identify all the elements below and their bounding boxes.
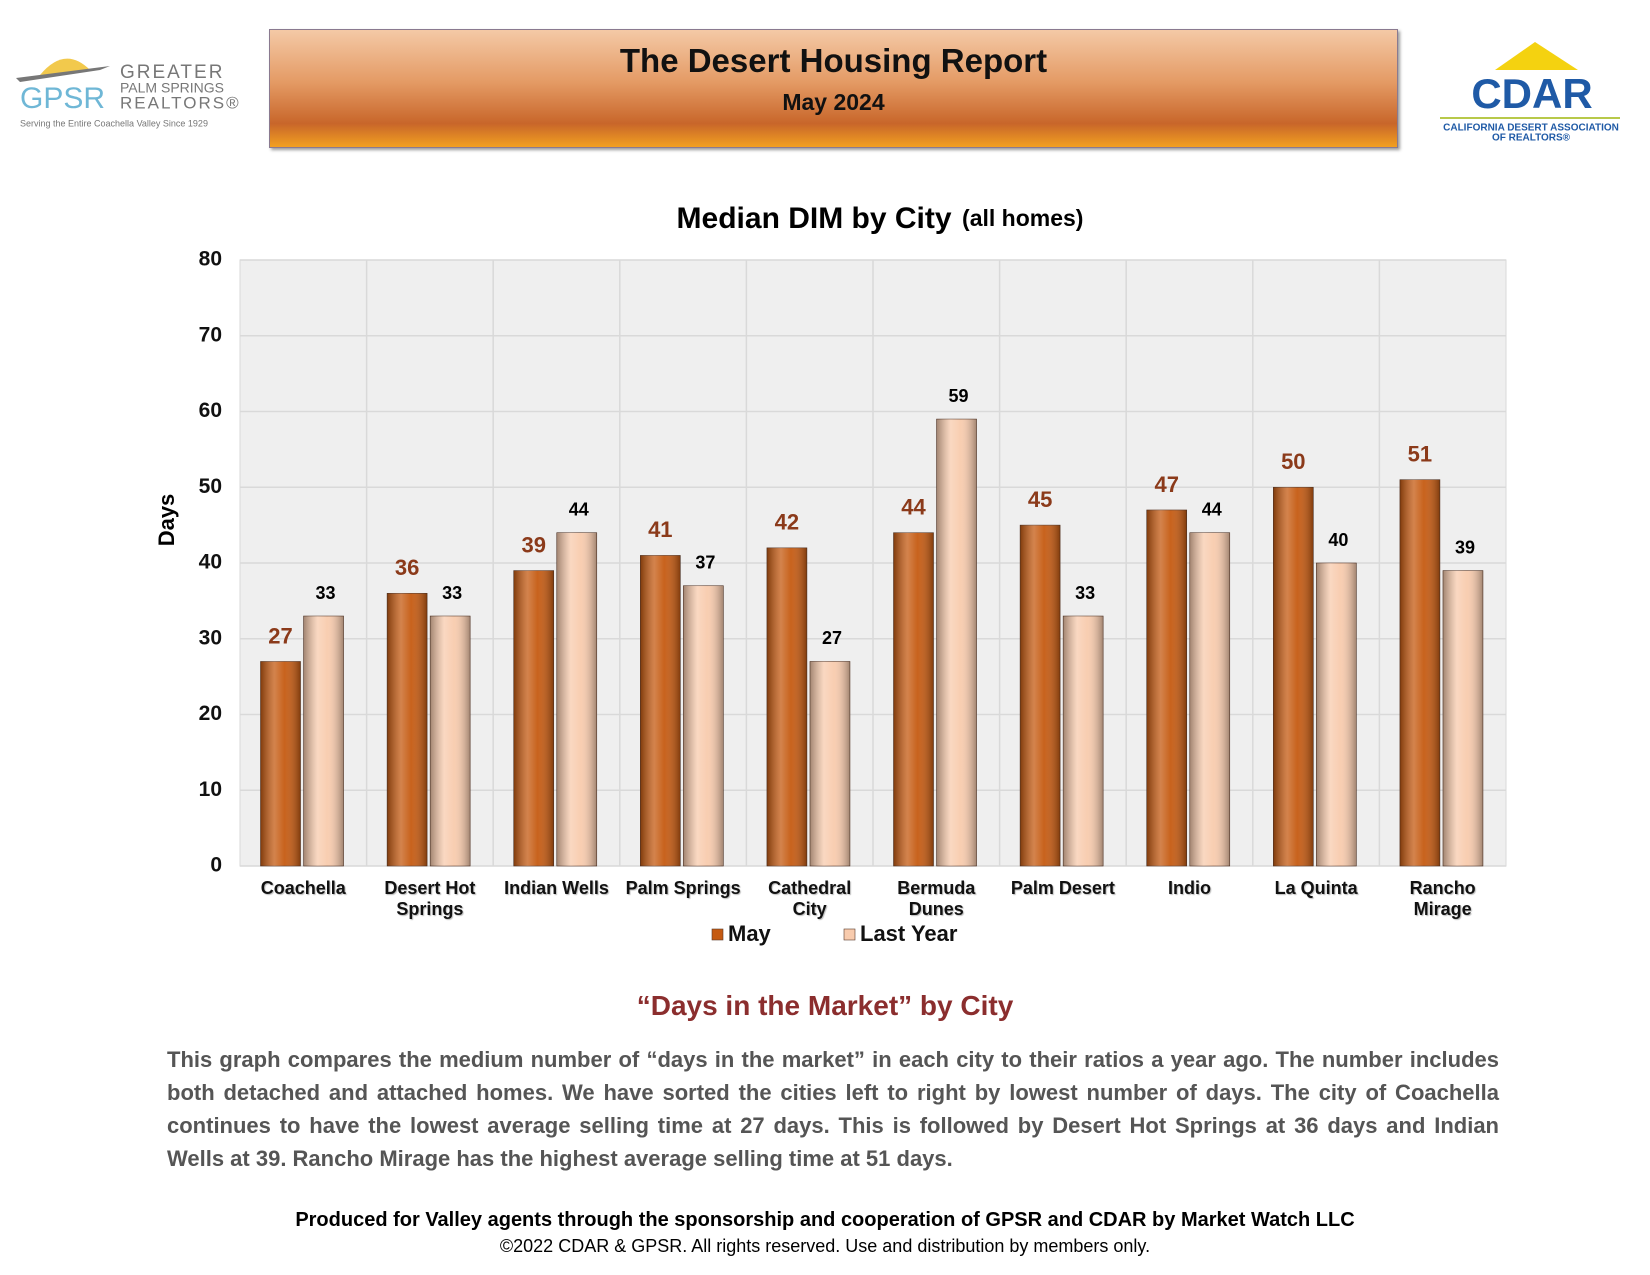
bar-shading: [766, 547, 807, 866]
logo-text: OF REALTORS®: [1492, 133, 1571, 144]
bar-shading: [809, 661, 850, 866]
chart-title-group: Median DIM by City (all homes): [677, 202, 1084, 235]
bar-shading: [1189, 532, 1230, 866]
data-label: 36: [395, 555, 419, 580]
bar-shading: [1273, 487, 1314, 866]
y-tick-label: 70: [199, 323, 222, 346]
bar-shading: [893, 532, 934, 866]
logo-mark: GPSR: [20, 82, 105, 115]
chart-title: Median DIM by City: [677, 202, 952, 235]
chart-title-note: (all homes): [962, 205, 1083, 231]
header-title: The Desert Housing Report: [619, 42, 1048, 79]
x-tick-label: Palm Desert: [1010, 878, 1115, 898]
section-heading: “Days in the Market” by City: [636, 990, 1014, 1021]
bar-shading: [556, 532, 597, 866]
y-tick-label: 80: [199, 248, 222, 271]
legend-swatch: [711, 928, 724, 941]
logo-roof: [16, 66, 110, 82]
y-axis-label: Days: [154, 494, 179, 547]
logo-text: PALM SPRINGS: [120, 80, 224, 96]
bar-shading: [1316, 563, 1357, 866]
data-label: 33: [316, 583, 336, 603]
x-tick-label: Bermuda Dunes: [897, 878, 976, 919]
header-subtitle: May 2024: [782, 89, 885, 115]
x-tick-label: Coachella: [260, 878, 346, 898]
data-label: 44: [1202, 499, 1222, 519]
data-label: 45: [1028, 487, 1052, 512]
data-label: 59: [949, 386, 969, 406]
bar-shading: [1399, 479, 1440, 866]
data-label: 50: [1281, 449, 1305, 474]
bar-shading: [1020, 525, 1061, 866]
logo-roof: [1495, 42, 1578, 70]
x-tick-label: Indian Wells: [504, 878, 609, 898]
x-tick-label: Desert Hot Springs: [384, 878, 476, 919]
x-tick-label: Indio: [1168, 878, 1211, 898]
x-tick-label: La Quinta: [1274, 878, 1358, 898]
data-label: 40: [1328, 530, 1348, 550]
data-label: 33: [442, 583, 462, 603]
bar-shading: [303, 616, 344, 866]
logo-tagline: Serving the Entire Coachella Valley Sinc…: [20, 118, 208, 128]
data-label: 27: [822, 628, 842, 648]
bar-shading: [1146, 509, 1187, 866]
data-label: 41: [648, 517, 672, 542]
data-label: 37: [695, 552, 715, 572]
legend-label: May: [728, 921, 772, 946]
bar-shading: [640, 555, 681, 866]
header-banner: The Desert Housing Report May 2024: [269, 29, 1398, 148]
data-label: 51: [1408, 441, 1432, 466]
bar-shading: [430, 616, 471, 866]
data-label: 44: [901, 495, 926, 520]
data-label: 42: [775, 510, 799, 535]
footer-copyright: ©2022 CDAR & GPSR. All rights reserved. …: [499, 1236, 1151, 1256]
y-tick-label: 0: [210, 854, 222, 877]
data-label: 27: [268, 623, 292, 648]
legend-swatch: [843, 928, 856, 941]
body-text: This graph compares the medium number of…: [167, 1047, 1499, 1171]
data-label: 33: [1075, 583, 1095, 603]
y-tick-label: 20: [199, 702, 222, 725]
logo-text: GREATER: [120, 62, 224, 83]
y-tick-label: 10: [199, 778, 222, 801]
y-tick-label: 40: [199, 551, 222, 574]
bar-shading: [936, 419, 977, 866]
y-tick-label: 50: [199, 475, 222, 498]
bar-shading: [260, 661, 301, 866]
bar-shading: [1442, 570, 1483, 866]
logo-text: REALTORS®: [120, 93, 241, 112]
x-tick-label: Palm Springs: [625, 878, 741, 898]
x-tick-label: Rancho Mirage: [1409, 878, 1476, 919]
logo-text: CALIFORNIA DESERT ASSOCIATION: [1443, 123, 1619, 134]
data-label: 39: [1455, 537, 1475, 557]
data-label: 44: [569, 499, 589, 519]
bar-shading: [513, 570, 554, 866]
footer-credit: Produced for Valley agents through the s…: [295, 1209, 1355, 1231]
bar-shading: [387, 593, 428, 866]
y-tick-label: 60: [199, 399, 222, 422]
data-label: 47: [1154, 472, 1178, 497]
legend-label: Last Year: [860, 921, 958, 946]
bar-shading: [1063, 616, 1104, 866]
x-tick-label: Cathedral City: [768, 878, 852, 919]
data-label: 39: [521, 532, 545, 557]
bar-shading: [683, 585, 724, 866]
logo-mark: CDAR: [1471, 70, 1592, 117]
y-tick-label: 30: [199, 626, 222, 649]
